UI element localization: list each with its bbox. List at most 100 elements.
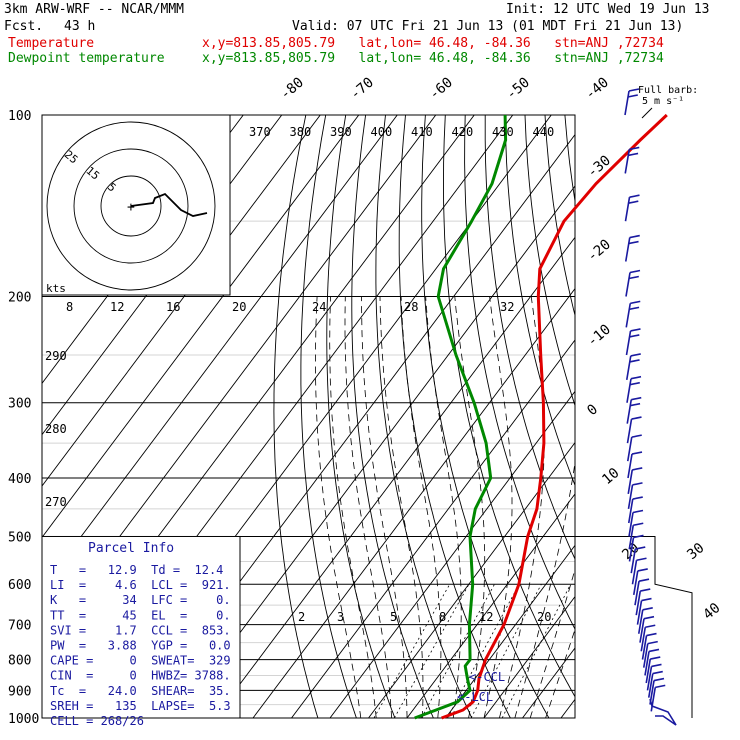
wind-barb-flag — [651, 663, 662, 668]
theta-e-label: 32 — [500, 300, 514, 314]
isotherm-line — [368, 441, 575, 718]
mixing-ratio-lines — [373, 583, 571, 718]
wind-barb — [647, 670, 663, 698]
mixing-ratio-line — [373, 583, 451, 718]
dry-adiabat-line — [464, 115, 575, 631]
pressure-tick-label: 100 — [8, 109, 31, 124]
wind-barb — [641, 632, 657, 660]
wind-barb-flag — [629, 269, 641, 274]
wind-barb — [642, 640, 658, 668]
wind-barb-flag — [646, 632, 657, 637]
plot-frame — [41, 114, 693, 719]
wind-barb-staff — [646, 666, 653, 691]
sounding-series — [414, 113, 668, 720]
pressure-tick-label: 300 — [8, 397, 31, 412]
wind-barb-staff — [630, 548, 637, 574]
isotherm-label: -40 — [582, 75, 612, 104]
mixing-ratio-line — [394, 584, 470, 718]
plot-border — [41, 114, 576, 719]
wind-barb-staff — [627, 484, 634, 510]
wind-barb — [639, 615, 655, 643]
wind-barb-flag — [650, 656, 661, 660]
left-theta-label: 280 — [45, 422, 67, 436]
isotherm-line — [560, 698, 575, 718]
isotherm-label: 10 — [599, 465, 622, 488]
hodograph-trace — [130, 192, 208, 217]
wind-barb-staff — [632, 570, 639, 596]
wind-barb — [625, 353, 641, 381]
mixing-ratio-line — [470, 584, 542, 718]
mixing-ratio-label: 8 — [439, 610, 446, 624]
isotherm-label: -10 — [584, 322, 614, 351]
moist-adiabat-line — [344, 296, 392, 718]
wind-barb-flag — [633, 522, 644, 527]
hodograph-ring-label: 15 — [83, 164, 102, 182]
dry-adiabat-line — [326, 115, 396, 718]
wind-barb-flag — [629, 381, 640, 386]
hodograph-ring — [46, 121, 216, 291]
wind-barb-staff — [628, 525, 635, 550]
parcel-info-row: CAPE = 0 SWEAT= 329 — [50, 654, 231, 668]
wind-barb — [627, 467, 643, 495]
hodograph-ring — [73, 148, 189, 264]
hodograph-units-label: kts — [46, 282, 66, 295]
wind-barb — [628, 509, 644, 537]
pressure-tick-label: 800 — [8, 654, 31, 669]
wind-barb — [646, 663, 662, 691]
dry-adiabat-line — [625, 115, 740, 731]
isotherm-label: -70 — [347, 75, 377, 104]
wind-barb-staff — [650, 687, 657, 712]
wind-barb — [626, 396, 642, 424]
wind-barb — [624, 234, 640, 262]
wind-barb-staff — [626, 437, 633, 462]
wind-barb-staff — [626, 399, 633, 424]
wind-barb-flag — [652, 670, 663, 675]
isotherm-label: -30 — [584, 153, 614, 182]
temperature-legend: Temperature — [8, 36, 95, 51]
wind-barb-flag — [628, 200, 639, 204]
isotherm-line — [483, 595, 575, 718]
wind-barb — [627, 482, 643, 510]
theta-e-label: 16 — [166, 300, 180, 314]
isotherm-line — [42, 115, 398, 590]
parcel-info-row: CIN = 0 HWBZ= 3788. — [50, 669, 231, 683]
parcel-info-row: TT = 45 EL = 0. — [50, 608, 231, 622]
isotherm-label: -50 — [503, 75, 533, 104]
wind-barb-flag — [630, 300, 641, 305]
dry-adiabat-line — [300, 115, 357, 718]
wind-barb — [627, 451, 643, 479]
dry-adiabat-line — [484, 115, 575, 561]
wind-barb-flag — [630, 353, 641, 357]
moist-adiabat-line — [514, 459, 575, 718]
wind-barb-flag — [648, 648, 660, 653]
wind-barb-flag — [642, 606, 653, 611]
isotherm-line — [522, 647, 575, 718]
moist-adiabat-line — [425, 296, 462, 718]
mixing-ratio-label: 2 — [298, 610, 305, 624]
pressure-tick-label: 200 — [8, 291, 31, 306]
wind-barb-flag — [629, 334, 640, 338]
wind-barb-flag — [637, 568, 648, 572]
dry-adiabat-line — [398, 115, 511, 718]
moist-adiabat-line — [545, 628, 575, 718]
wind-barb-staff — [628, 512, 634, 537]
wind-barb-flag — [628, 306, 640, 311]
wind-barb-staff — [627, 469, 634, 495]
dry-adiabat-line — [585, 115, 740, 731]
wind-barb-flag — [629, 402, 641, 407]
theta-label: 440 — [533, 125, 555, 139]
moist-adiabat-line — [400, 296, 442, 718]
mixing-ratio-line — [420, 584, 495, 718]
wind-barb — [650, 684, 666, 712]
wind-barb-staff — [645, 658, 652, 684]
pressure-tick-label: 500 — [8, 530, 31, 545]
surface-wind-barbs — [649, 698, 677, 726]
barb-panel-border — [575, 535, 693, 718]
mixing-ratio-label: 12 — [479, 610, 493, 624]
wind-barb-staff — [644, 651, 650, 676]
wind-barb-staff — [625, 303, 632, 328]
dry-adiabats — [273, 115, 740, 731]
dry-adiabat-line — [524, 115, 575, 407]
wind-barb-staff — [639, 618, 645, 643]
